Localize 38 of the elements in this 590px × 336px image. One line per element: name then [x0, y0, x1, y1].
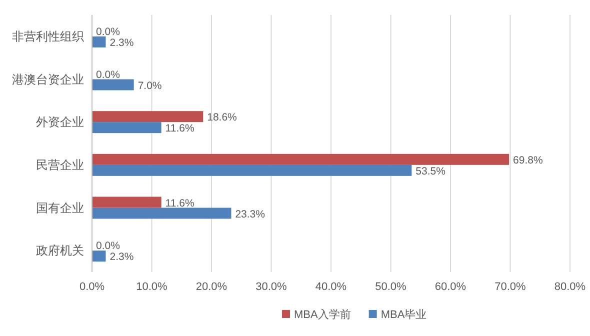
- x-tick-label: 30.0%: [256, 281, 288, 293]
- x-tick-label: 60.0%: [434, 281, 466, 293]
- x-tick-label: 70.0%: [494, 281, 526, 293]
- y-tick-label: 外资企业: [36, 115, 84, 130]
- x-tick-label: 0.0%: [79, 281, 105, 293]
- y-tick-label: 非营利性组织: [12, 29, 84, 44]
- data-label: 0.0%: [96, 26, 120, 38]
- y-tick-label: 政府机关: [36, 244, 84, 258]
- data-label: 53.5%: [416, 165, 446, 178]
- data-label: 2.3%: [110, 251, 134, 264]
- bar: [92, 79, 134, 90]
- bar: [92, 196, 162, 208]
- x-tick-label: 50.0%: [375, 281, 407, 293]
- y-tick-label: 国有企业: [36, 200, 84, 215]
- data-label: 11.6%: [165, 197, 194, 210]
- data-label: 2.3%: [110, 36, 134, 49]
- data-label: 18.6%: [207, 112, 237, 124]
- x-tick-label: 80.0%: [554, 281, 586, 293]
- data-label: 11.6%: [165, 122, 194, 135]
- bar: [92, 164, 412, 176]
- x-tick-label: 10.0%: [136, 281, 168, 293]
- y-tick-label: 民营企业: [36, 158, 84, 172]
- legend-label: MBA毕业: [380, 308, 427, 321]
- y-tick-label: 港澳台资企业: [12, 72, 84, 86]
- bar: [92, 122, 162, 134]
- bar: [92, 250, 106, 262]
- data-label: 0.0%: [96, 68, 120, 81]
- x-tick-label: 40.0%: [315, 281, 347, 293]
- data-label: 69.8%: [513, 154, 543, 166]
- data-label: 7.0%: [138, 80, 162, 92]
- bar: [92, 154, 510, 165]
- x-tick-label: 20.0%: [196, 281, 228, 293]
- data-label: 23.3%: [235, 208, 265, 220]
- data-label: 0.0%: [96, 240, 120, 252]
- legend-label: MBA入学前: [294, 308, 351, 321]
- bar: [92, 111, 204, 122]
- bar: [92, 208, 232, 219]
- bar: [92, 36, 106, 48]
